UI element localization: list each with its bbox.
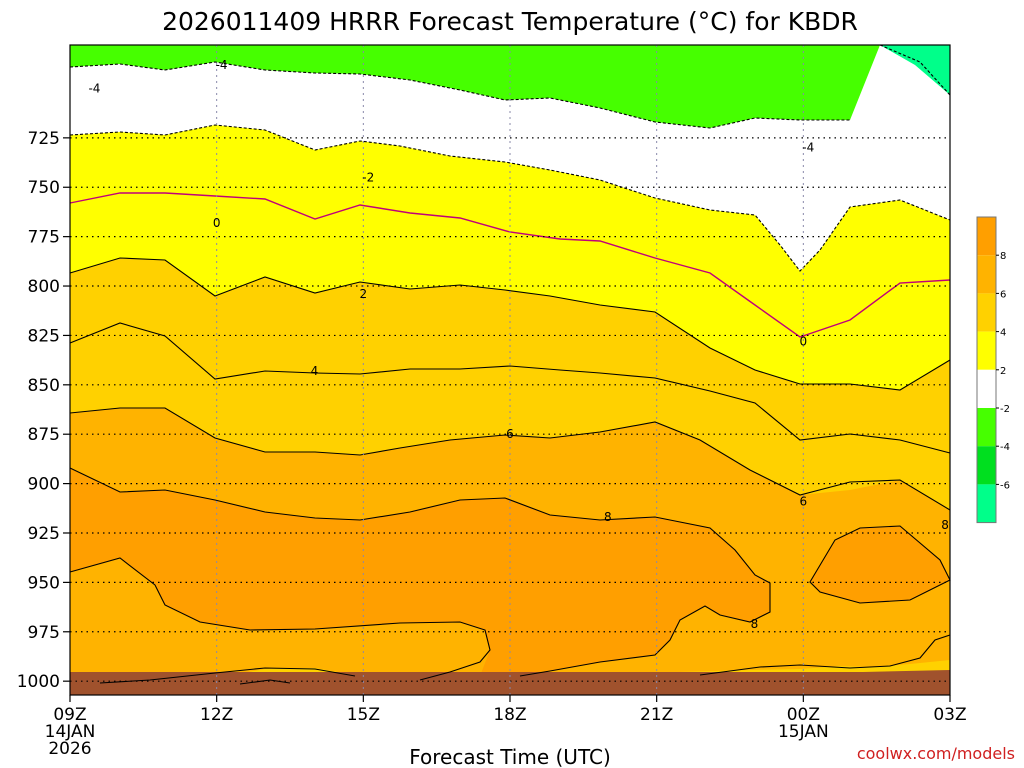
colorbar-label: 4	[1000, 328, 1006, 339]
contour-label: 6	[506, 427, 514, 441]
credit-text: coolwx.com/models	[857, 744, 1015, 763]
grid-time-lines	[216, 45, 804, 695]
contour-2	[69, 257, 951, 391]
contour-8-upper	[69, 467, 771, 677]
x-tick-label: 03Z	[933, 705, 966, 725]
contour-label: -2	[362, 170, 374, 184]
contour-label: 4	[311, 364, 319, 378]
colorbar-label: 2	[1000, 366, 1006, 377]
x-tick-label: 00Z	[787, 705, 820, 725]
x-tick-label: 18Z	[493, 705, 526, 725]
contour-label: 0	[213, 216, 221, 230]
x-tick-date: 15JAN	[778, 722, 829, 742]
y-tick-label: 850	[28, 376, 60, 396]
colorbar-swatch	[977, 484, 996, 523]
y-tick-label: 825	[28, 326, 60, 346]
colorbar-swatch	[977, 331, 996, 370]
contour-8-lower	[69, 557, 491, 681]
y-tick-label: 1000	[17, 672, 60, 692]
y-tick-label: 975	[28, 623, 60, 643]
colorbar-label: 8	[1000, 251, 1006, 262]
colorbar-swatch	[977, 369, 996, 408]
contour-labels: -4 -4 -2 0 2 4 6 8 -4 0 6 8 8	[88, 58, 948, 631]
contour-label: 2	[360, 287, 368, 301]
contour-6-surface	[99, 634, 951, 685]
colorbar-label: -6	[1000, 480, 1010, 491]
colorbar-swatch	[977, 408, 996, 447]
band-8-plus	[70, 468, 950, 676]
chart-title: 2026011409 HRRR Forecast Temperature (°C…	[162, 7, 858, 36]
y-tick-label: 900	[28, 475, 60, 495]
x-tick-year: 2026	[48, 739, 91, 759]
colorbar-swatch	[977, 255, 996, 294]
y-tick-label: 950	[28, 573, 60, 593]
contour-label: 6	[800, 494, 808, 508]
x-tick-label: 21Z	[640, 705, 673, 725]
contour-minus4	[69, 44, 951, 129]
y-tick-label: 925	[28, 524, 60, 544]
x-tick-date: 14JAN	[45, 722, 96, 742]
y-tick-label: 775	[28, 228, 60, 248]
plot-area: -4 -4 -2 0 2 4 6 8 -4 0 6 8 8	[69, 44, 951, 696]
band-cold-corner	[880, 45, 950, 95]
contour-8-closed	[809, 525, 951, 604]
contour-label: 0	[800, 334, 808, 348]
colorbar-label: -2	[1000, 404, 1010, 415]
contour-label: 8	[604, 510, 612, 524]
y-axis: 725 750 775 800 825 850 875 900 925 950 975 1000	[17, 129, 70, 692]
colorbar: 8 6 4 2 -2 -4 -6	[976, 216, 1010, 524]
y-tick-label: 750	[28, 178, 60, 198]
contour-label: -4	[216, 58, 228, 72]
colorbar-label: -4	[1000, 442, 1010, 453]
colorbar-label: 6	[1000, 289, 1006, 300]
x-tick-label: 12Z	[200, 705, 233, 725]
contour-label: -4	[88, 81, 100, 95]
colorbar-swatch	[977, 293, 996, 332]
y-tick-label: 800	[28, 277, 60, 297]
contour-minus4-lower	[69, 124, 951, 272]
contour-4	[69, 322, 951, 454]
contour-label: 8	[751, 617, 759, 631]
band-minus4-minus2	[70, 45, 950, 128]
x-tick-label: 15Z	[347, 705, 380, 725]
grid	[70, 45, 950, 695]
contour-label: 8	[941, 518, 949, 532]
contour-6	[69, 407, 951, 511]
colorbar-swatch	[977, 446, 996, 485]
x-tick-label: 09Z	[53, 705, 86, 725]
x-axis-label: Forecast Time (UTC)	[409, 745, 611, 768]
contour-label: -4	[802, 141, 814, 155]
y-tick-label: 725	[28, 129, 60, 149]
y-tick-label: 875	[28, 425, 60, 445]
colorbar-swatch	[977, 217, 996, 256]
